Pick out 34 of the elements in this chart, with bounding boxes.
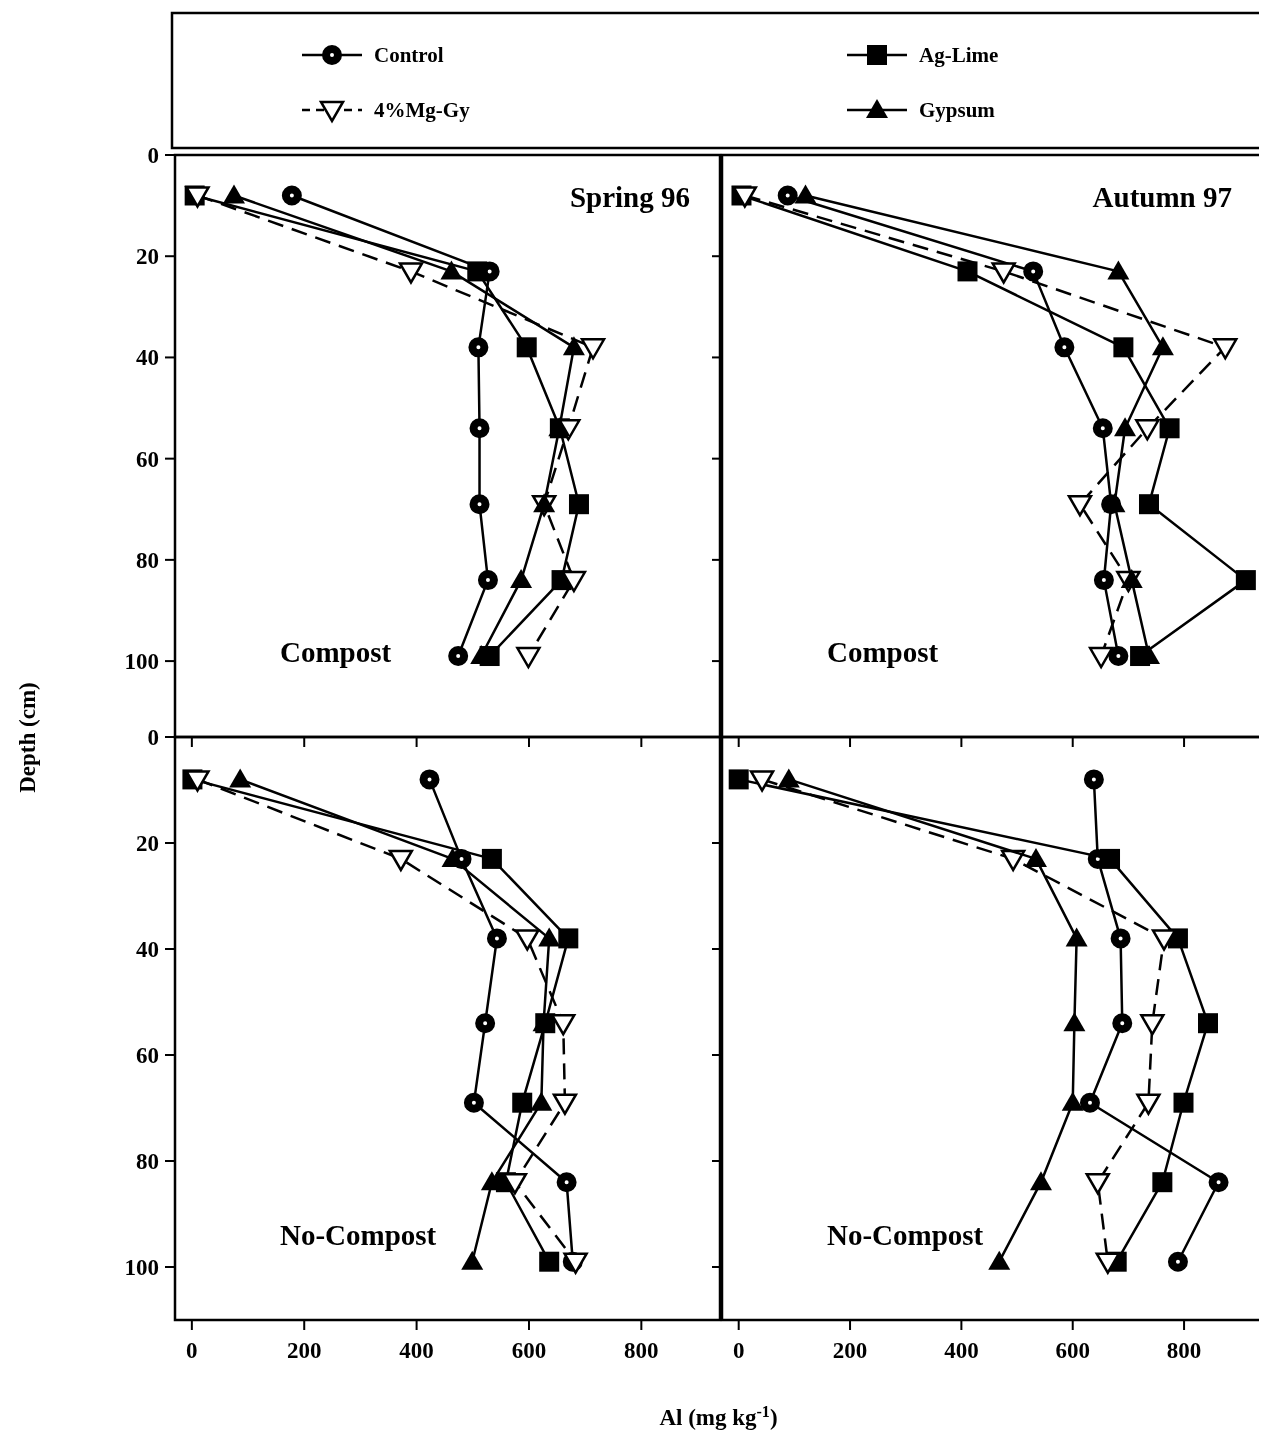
x-tick-label: 200 (832, 1338, 868, 1363)
y-tick-label: 40 (136, 345, 159, 371)
x-tick-label: 600 (511, 1338, 547, 1363)
y-tick-label: 20 (136, 244, 159, 270)
x-axis-title: Al (mg kg$^{-1}$) (659, 1402, 778, 1430)
y-axis-title: Depth (cm) (15, 682, 40, 793)
annotation: No-Compost (827, 1219, 984, 1251)
y-tick-label: 40 (136, 937, 159, 962)
x-tick-label: 600 (1055, 1338, 1090, 1363)
x-tick-label: 0 (186, 1338, 198, 1363)
x-tick-label: 400 (399, 1338, 434, 1363)
annotation: No-Compost (280, 1219, 437, 1251)
legend-label: Ag-Lime (919, 43, 999, 67)
y-tick-label: 60 (136, 446, 159, 472)
y-tick-label: 20 (136, 831, 159, 856)
y-tick-label: 80 (136, 547, 159, 573)
x-tick-label: 0 (732, 1338, 745, 1363)
x-tick-label: 400 (944, 1338, 979, 1363)
legend-label: 4%Mg-Gy (374, 98, 471, 122)
y-tick-label: 100 (124, 1255, 159, 1280)
annotation: Compost (827, 636, 939, 668)
y-tick-label: 100 (124, 649, 159, 675)
y-tick-label: 0 (147, 725, 159, 750)
y-tick-label: 60 (136, 1043, 159, 1068)
x-tick-label: 200 (286, 1338, 322, 1363)
x-tick-label: 800 (1166, 1338, 1202, 1363)
x-tick-label: 800 (624, 1338, 659, 1363)
text: Autumn 97 (1092, 181, 1232, 213)
y-tick-label: 0 (147, 143, 159, 168)
legend-label: Gypsum (919, 98, 996, 122)
annotation: Compost (280, 636, 392, 668)
y-tick-label: 80 (136, 1149, 159, 1174)
text: Spring 96 (569, 181, 690, 213)
legend-label: Control (374, 43, 444, 67)
